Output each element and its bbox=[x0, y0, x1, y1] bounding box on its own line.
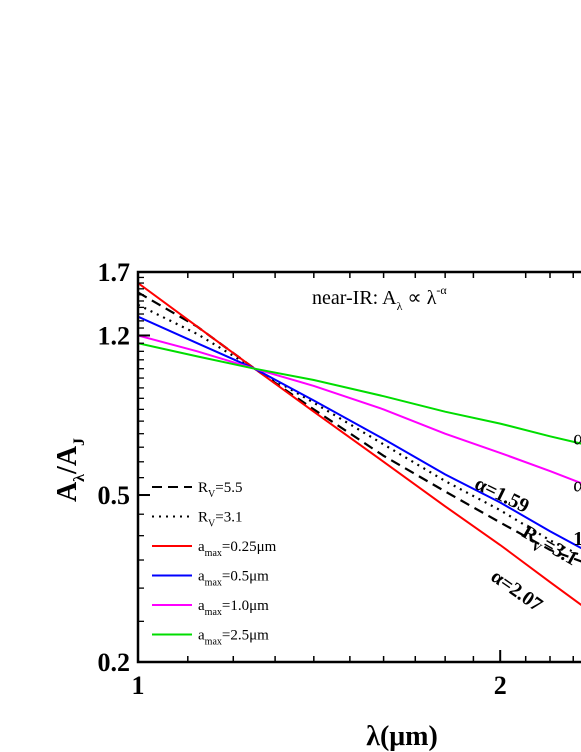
series-line-3 bbox=[138, 315, 581, 550]
legend-label-4: amax=1.0μm bbox=[198, 598, 269, 618]
x-axis-title: λ(μm) bbox=[366, 721, 438, 752]
legend-label-1: RV=3.1 bbox=[198, 510, 242, 530]
y-tick-label-2: 1.2 bbox=[98, 321, 131, 350]
series-line-2 bbox=[138, 282, 581, 606]
y-tick-label-1: 0.5 bbox=[98, 481, 131, 510]
plot-frame bbox=[136, 270, 581, 664]
y-tick-label-3: 1.7 bbox=[98, 258, 131, 287]
curve-annotation-4: α bbox=[573, 474, 581, 496]
curve-annotation-1: RV=3.1 bbox=[516, 521, 581, 574]
legend-label-2: amax=0.25μm bbox=[198, 539, 277, 559]
y-tick-label-0: 0.2 bbox=[98, 648, 131, 677]
legend-label-3: amax=0.5μm bbox=[198, 569, 269, 589]
y-axis-title: Aλ/AJ bbox=[52, 438, 88, 502]
x-tick-label-1: 2 bbox=[494, 671, 507, 700]
x-tick-label-0: 1 bbox=[132, 671, 145, 700]
series-line-5 bbox=[138, 342, 581, 445]
curve-annotation-5: 1 bbox=[573, 528, 581, 550]
series-line-0 bbox=[138, 291, 581, 563]
series-line-4 bbox=[138, 334, 581, 485]
series-line-1 bbox=[138, 303, 581, 557]
formula-annotation: near-IR: Aλ ∝ λ-α bbox=[312, 283, 447, 313]
legend-label-0: RV=5.5 bbox=[198, 480, 242, 500]
curve-annotation-3: α bbox=[573, 427, 581, 449]
legend-label-5: amax=2.5μm bbox=[198, 628, 269, 648]
